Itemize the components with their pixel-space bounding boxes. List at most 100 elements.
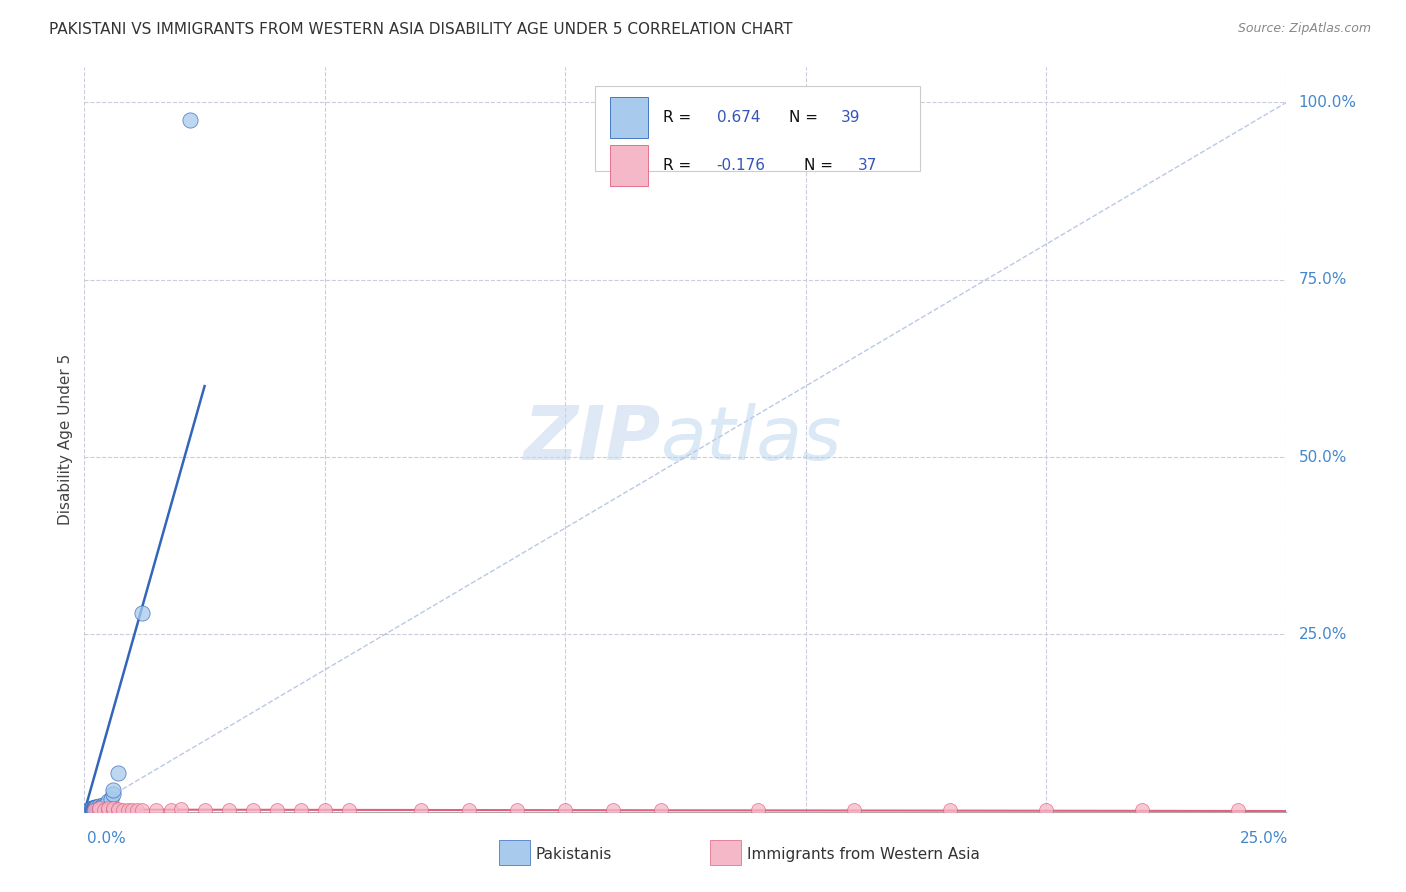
Text: -0.176: -0.176: [717, 158, 766, 173]
Point: [87, 801, 110, 815]
Text: 25.0%: 25.0%: [1240, 831, 1288, 846]
Point: [103, 801, 125, 815]
Point: [103, 783, 125, 797]
Point: [107, 802, 129, 816]
Point: [97, 803, 120, 817]
Text: Pakistanis: Pakistanis: [536, 847, 612, 862]
Point: [939, 803, 962, 817]
Point: [77, 803, 100, 817]
Text: 0.0%: 0.0%: [87, 831, 127, 846]
Point: [79, 803, 101, 817]
Point: [87, 801, 110, 815]
Text: 100.0%: 100.0%: [1299, 95, 1357, 110]
Point: [842, 803, 865, 817]
Point: [87, 803, 110, 817]
Point: [82, 802, 104, 816]
Point: [131, 803, 153, 817]
Point: [80, 802, 103, 816]
Point: [83, 803, 105, 817]
Point: [111, 803, 134, 817]
Point: [458, 803, 481, 817]
Point: [84, 803, 107, 817]
Point: [242, 803, 264, 817]
Point: [84, 803, 107, 817]
Point: [80, 803, 103, 817]
Text: 75.0%: 75.0%: [1299, 272, 1347, 287]
Text: ZIP: ZIP: [524, 403, 661, 475]
Point: [82, 803, 104, 817]
Text: 39: 39: [841, 110, 860, 125]
Point: [554, 803, 576, 817]
Text: N =: N =: [804, 158, 838, 173]
Point: [121, 803, 143, 817]
Point: [409, 803, 432, 817]
Point: [1035, 803, 1057, 817]
Point: [506, 803, 529, 817]
Text: PAKISTANI VS IMMIGRANTS FROM WESTERN ASIA DISABILITY AGE UNDER 5 CORRELATION CHA: PAKISTANI VS IMMIGRANTS FROM WESTERN ASI…: [49, 22, 793, 37]
FancyBboxPatch shape: [595, 86, 920, 171]
Point: [218, 803, 240, 817]
Point: [107, 765, 129, 780]
Point: [90, 799, 112, 814]
Point: [80, 801, 103, 815]
Point: [89, 799, 111, 814]
Y-axis label: Disability Age Under 5: Disability Age Under 5: [58, 354, 73, 524]
Point: [117, 803, 139, 817]
Point: [103, 787, 125, 801]
Point: [86, 802, 108, 816]
Point: [77, 803, 100, 817]
Bar: [610, 96, 648, 137]
Text: 0.674: 0.674: [717, 110, 761, 125]
Point: [87, 803, 110, 817]
Point: [84, 801, 107, 815]
Point: [83, 803, 105, 817]
Text: atlas: atlas: [661, 403, 842, 475]
Point: [93, 803, 115, 817]
Point: [169, 802, 191, 816]
Point: [314, 803, 336, 817]
Point: [89, 801, 111, 815]
Point: [97, 794, 120, 808]
Point: [650, 803, 672, 817]
Text: R =: R =: [662, 110, 696, 125]
Text: Source: ZipAtlas.com: Source: ZipAtlas.com: [1237, 22, 1371, 36]
Point: [93, 799, 115, 814]
Point: [194, 803, 217, 817]
Point: [86, 800, 108, 814]
Point: [103, 803, 125, 817]
Text: 50.0%: 50.0%: [1299, 450, 1347, 465]
Point: [747, 803, 769, 817]
Point: [87, 800, 110, 814]
Point: [290, 803, 312, 817]
Point: [127, 803, 149, 817]
Point: [160, 803, 183, 817]
Point: [83, 801, 105, 815]
Text: N =: N =: [789, 110, 823, 125]
Bar: [610, 145, 648, 186]
Text: 37: 37: [858, 158, 877, 173]
Point: [602, 803, 624, 817]
Point: [107, 803, 129, 817]
Point: [266, 803, 288, 817]
Text: R =: R =: [662, 158, 696, 173]
Point: [337, 803, 360, 817]
Point: [145, 803, 167, 817]
Point: [131, 606, 153, 620]
Point: [1130, 803, 1153, 817]
Point: [179, 113, 201, 128]
Point: [79, 803, 101, 817]
Point: [1227, 803, 1250, 817]
Point: [82, 803, 104, 817]
Point: [83, 802, 105, 816]
Point: [86, 802, 108, 816]
Point: [97, 801, 120, 815]
Point: [100, 792, 122, 806]
Point: [82, 801, 104, 815]
Point: [84, 802, 107, 816]
Text: Immigrants from Western Asia: Immigrants from Western Asia: [747, 847, 980, 862]
Point: [84, 800, 107, 814]
Point: [91, 797, 114, 812]
Text: 25.0%: 25.0%: [1299, 627, 1347, 642]
Point: [79, 802, 101, 816]
Point: [86, 803, 108, 817]
